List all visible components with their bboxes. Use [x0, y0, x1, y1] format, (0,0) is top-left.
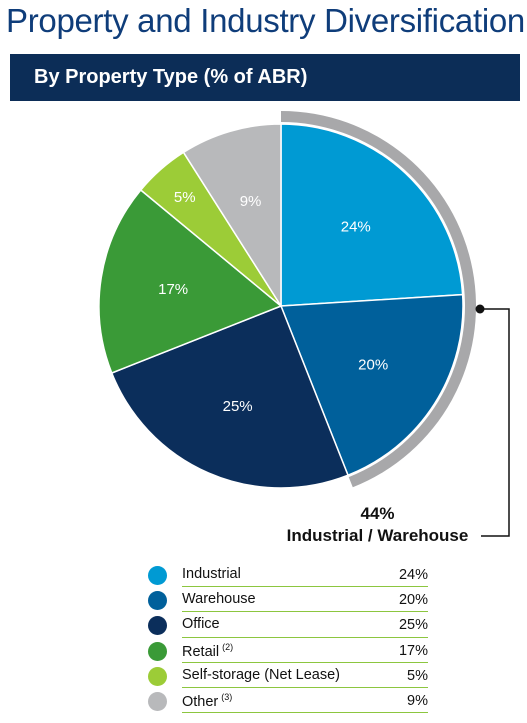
- legend-label: Industrial: [182, 566, 241, 582]
- legend-swatch: [148, 616, 167, 636]
- legend-footnote: (3): [221, 691, 233, 702]
- pie-slice-industrial: [280, 123, 464, 307]
- slice-label-industrial: 24%: [341, 218, 371, 235]
- legend-divider: [182, 586, 428, 588]
- legend-label: Self-storage (Net Lease): [182, 666, 340, 683]
- callout-label: Industrial / Warehouse: [286, 526, 469, 545]
- slice-label-warehouse: 20%: [358, 357, 388, 374]
- page-title: Property and Industry Diversification: [6, 2, 525, 39]
- callout-connector: [475, 304, 510, 537]
- legend-label: Office: [182, 616, 220, 633]
- section-title: By Property Type (% of ABR): [34, 66, 308, 88]
- legend-label: Warehouse: [182, 591, 256, 608]
- pie-labels: 24% 20% 25% 17% 5% 9%: [158, 189, 388, 415]
- section-banner: By Property Type (% of ABR): [10, 54, 520, 101]
- callout-line: [480, 308, 510, 537]
- slice-label-self-storage-net-lease: 5%: [174, 189, 196, 206]
- legend-divider: [182, 686, 428, 688]
- legend-value: 9%: [407, 692, 428, 709]
- legend-divider: [182, 636, 428, 638]
- legend-swatch: [148, 566, 167, 585]
- legend-item-industrial: Industrial 24%: [148, 562, 428, 588]
- legend-label: Retail (2): [182, 641, 234, 660]
- slice-label-retail: 17%: [158, 281, 188, 298]
- pie-slice-other: [182, 123, 282, 309]
- legend-swatch: [148, 666, 167, 686]
- callout-percent: 44%: [360, 504, 395, 523]
- legend-swatch: [148, 641, 167, 661]
- legend-item-self-storage-net-lease: Self-storage (Net Lease) 5%: [148, 663, 428, 688]
- pie-slice-warehouse: [279, 293, 464, 477]
- legend-item-retail: Retail (2) 17%: [148, 638, 428, 663]
- highlight-callout: 44% Industrial / Warehouse: [270, 503, 485, 547]
- legend-swatch: [148, 691, 167, 711]
- legend-swatch: [148, 591, 167, 611]
- legend-item-other: Other (3) 9%: [148, 688, 428, 714]
- legend-footnote: (2): [222, 641, 234, 652]
- legend-value: 24%: [398, 567, 428, 583]
- pie-slices: [98, 123, 464, 489]
- legend-divider: [182, 712, 428, 714]
- legend-item-office: Office 25%: [148, 612, 428, 638]
- chart-legend: Industrial 24% Warehouse 20% Office 25% Retail…: [148, 562, 428, 714]
- pie-slice-retail: [98, 188, 283, 374]
- slice-label-office: 25%: [223, 398, 253, 415]
- legend-divider: [182, 611, 428, 613]
- legend-value: 17%: [398, 642, 428, 659]
- legend-value: 5%: [407, 667, 428, 684]
- pie-slice-office: [110, 305, 349, 489]
- legend-item-warehouse: Warehouse 20%: [148, 587, 428, 613]
- legend-divider: [182, 661, 428, 663]
- legend-value: 20%: [398, 592, 428, 609]
- slice-label-other: 9%: [240, 193, 262, 210]
- legend-value: 25%: [398, 617, 428, 634]
- legend-label: Other (3): [182, 691, 233, 710]
